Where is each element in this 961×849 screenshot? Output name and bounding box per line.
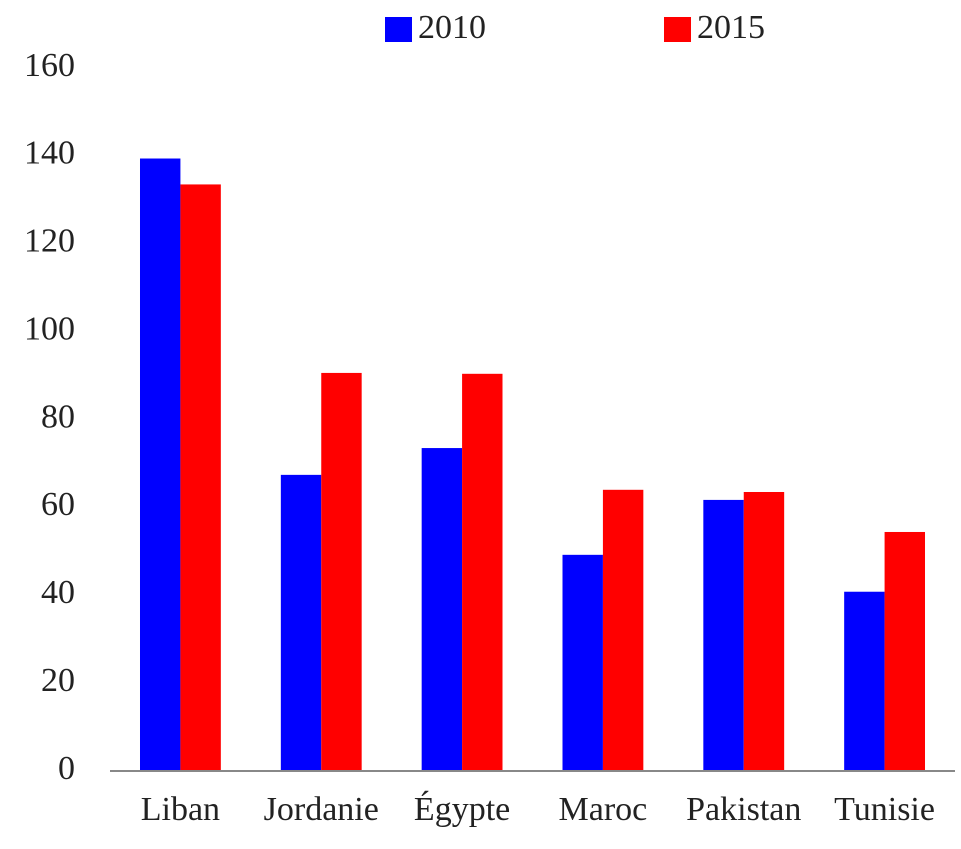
legend-swatch [385,17,412,42]
legend-swatch [664,17,691,42]
y-tick-label: 100 [24,310,75,347]
x-tick-label: Tunisie [834,791,935,828]
y-tick-label: 20 [41,662,75,699]
bar [180,184,221,771]
bar [844,591,885,771]
bar [462,373,503,771]
y-tick-label: 120 [24,223,75,260]
bar [743,491,785,771]
bar [280,474,322,771]
y-tick-label: 160 [24,47,75,84]
bar [562,554,603,771]
bar [321,372,362,771]
bar [703,499,744,771]
bar [139,158,181,772]
x-tick-label: Jordanie [264,791,379,828]
legend-label: 2015 [697,9,765,46]
legend-label: 2010 [418,9,486,46]
x-tick-label: Égypte [414,791,510,828]
y-tick-label: 80 [41,398,75,435]
bar [602,489,644,771]
bar [884,531,926,771]
y-tick-label: 40 [41,574,75,611]
bar [421,448,463,771]
y-tick-label: 140 [24,135,75,172]
y-tick-label: 0 [58,750,75,787]
x-tick-label: Liban [141,791,220,828]
y-tick-label: 60 [41,486,75,523]
x-tick-label: Pakistan [686,791,801,828]
x-tick-label: Maroc [559,791,648,828]
